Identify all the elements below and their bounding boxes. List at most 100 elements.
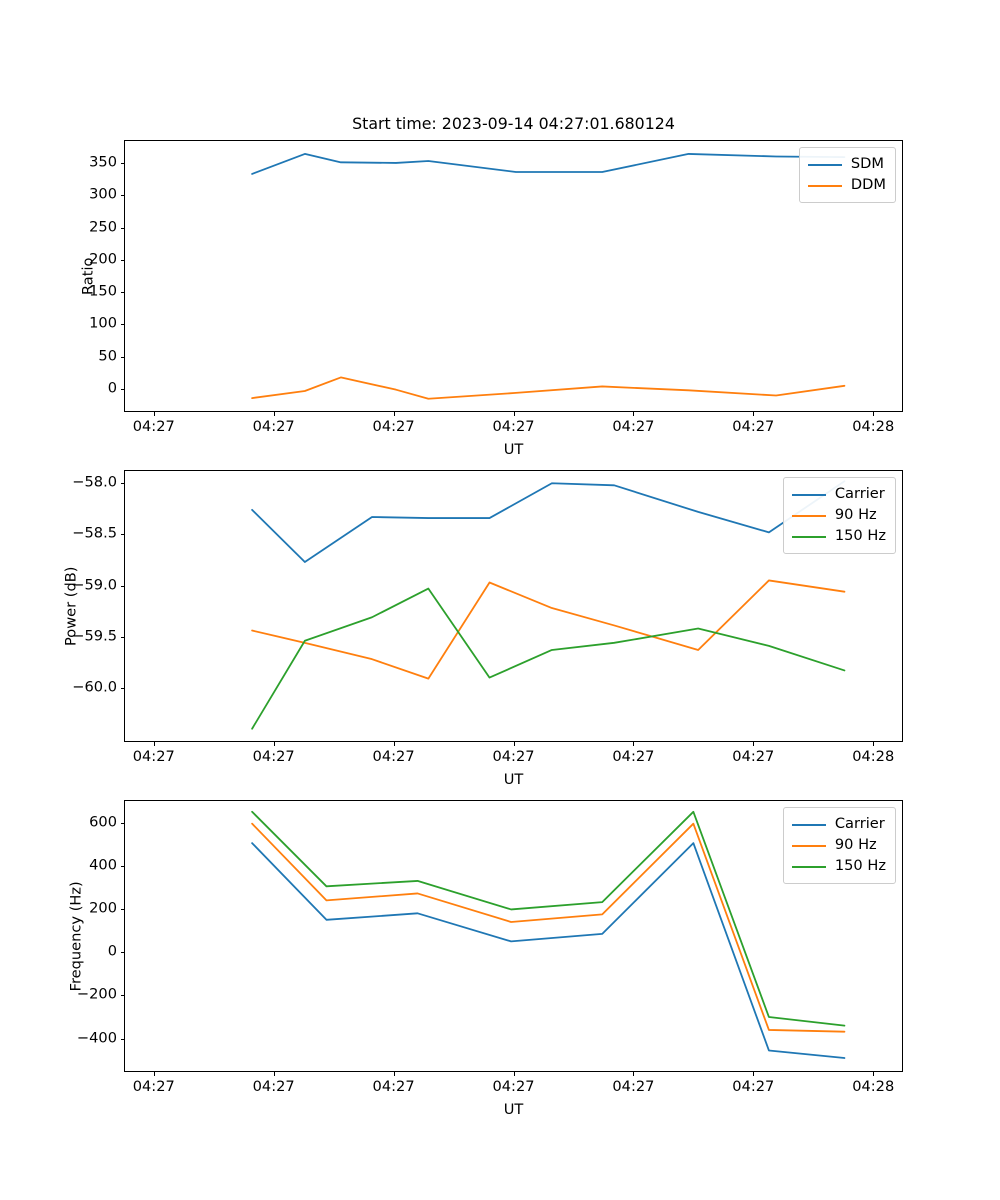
- y-tick-label: 600: [89, 813, 117, 831]
- x-tick-label: 04:27: [372, 1078, 415, 1095]
- x-axis-label-frequency: UT: [503, 1101, 524, 1118]
- y-tick-mark: [120, 356, 125, 358]
- x-tick-label: 04:27: [132, 1078, 175, 1095]
- y-tick-label: 100: [89, 315, 117, 333]
- x-tick-mark: [393, 741, 395, 746]
- y-tick-label: 400: [89, 856, 117, 874]
- y-tick-label: 0: [107, 379, 117, 397]
- y-tick-mark: [120, 259, 125, 261]
- y-tick-mark: [120, 389, 125, 391]
- y-tick-label: −59.0: [72, 576, 117, 594]
- legend-swatch-90hz: [791, 844, 826, 847]
- legend-item-150hz[interactable]: 150 Hz: [791, 856, 886, 877]
- x-tick-label: 04:27: [132, 748, 175, 765]
- axes-frequency: Frequency (Hz) UT Carrier 90 Hz 150 Hz −…: [67, 800, 903, 1117]
- y-tick-mark: [120, 483, 125, 485]
- y-tick-mark: [120, 227, 125, 229]
- plot-lines-ratio: [251, 153, 846, 400]
- data-line-ddm: [251, 376, 846, 400]
- legend-swatch-carrier: [791, 823, 826, 826]
- legend-label-150hz: 150 Hz: [834, 857, 886, 875]
- y-tick-label: 250: [89, 218, 117, 236]
- x-tick-label: 04:27: [252, 1078, 295, 1095]
- y-tick-mark: [120, 952, 125, 954]
- y-tick-mark: [120, 292, 125, 294]
- y-tick-label: −59.5: [72, 627, 117, 645]
- x-tick-mark: [153, 411, 155, 416]
- legend-item-ddm[interactable]: DDM: [807, 175, 886, 196]
- y-tick-mark: [120, 162, 125, 164]
- x-tick-mark: [513, 411, 515, 416]
- y-tick-mark: [120, 636, 125, 638]
- legend-swatch-90hz: [791, 514, 826, 517]
- legend-swatch-sdm: [807, 163, 842, 166]
- legend-ratio[interactable]: SDM DDM: [798, 147, 896, 203]
- data-line-sdm: [251, 153, 846, 175]
- legend-label-150hz: 150 Hz: [834, 527, 886, 545]
- y-tick-label: 50: [98, 347, 117, 365]
- legend-label-sdm: SDM: [850, 155, 885, 173]
- x-axis-label-power: UT: [503, 771, 524, 788]
- y-tick-mark: [120, 534, 125, 536]
- x-tick-label: 04:27: [612, 748, 655, 765]
- x-tick-mark: [753, 411, 755, 416]
- y-tick-label: 350: [89, 153, 117, 171]
- axes-power: Power (dB) UT Carrier 90 Hz 150 Hz −58.0…: [62, 470, 903, 787]
- legend-power[interactable]: Carrier 90 Hz 150 Hz: [782, 477, 896, 554]
- y-tick-label: −200: [76, 986, 117, 1004]
- legend-item-150hz[interactable]: 150 Hz: [791, 526, 886, 547]
- y-tick-mark: [120, 585, 125, 587]
- legend-item-90hz[interactable]: 90 Hz: [791, 505, 886, 526]
- x-tick-label: 04:27: [132, 418, 175, 435]
- y-tick-mark: [120, 195, 125, 197]
- plot-lines-power: [251, 480, 846, 730]
- legend-item-sdm[interactable]: SDM: [807, 154, 886, 175]
- x-tick-label: 04:27: [732, 1078, 775, 1095]
- x-tick-label: 04:28: [852, 748, 895, 765]
- x-tick-mark: [633, 1071, 635, 1076]
- x-tick-label: 04:27: [492, 418, 535, 435]
- x-tick-mark: [753, 741, 755, 746]
- legend-swatch-150hz: [791, 535, 826, 538]
- y-tick-mark: [120, 995, 125, 997]
- data-line-carrier: [251, 842, 846, 1059]
- y-axis-label-frequency: Frequency (Hz): [67, 880, 85, 991]
- y-tick-mark: [120, 909, 125, 910]
- x-tick-label: 04:27: [492, 748, 535, 765]
- legend-frequency[interactable]: Carrier 90 Hz 150 Hz: [782, 807, 896, 884]
- y-tick-label: −58.0: [72, 473, 117, 491]
- x-tick-label: 04:27: [372, 418, 415, 435]
- y-tick-label: 0: [107, 942, 117, 960]
- x-tick-mark: [273, 1071, 275, 1076]
- y-tick-mark: [120, 822, 125, 824]
- x-tick-mark: [273, 411, 275, 416]
- y-tick-label: 200: [89, 250, 117, 268]
- x-tick-label: 04:27: [492, 1078, 535, 1095]
- x-tick-mark: [513, 741, 515, 746]
- y-tick-label: −400: [76, 1029, 117, 1047]
- legend-item-carrier[interactable]: Carrier: [791, 484, 886, 505]
- x-tick-label: 04:27: [612, 1078, 655, 1095]
- legend-item-carrier[interactable]: Carrier: [791, 814, 886, 835]
- legend-item-90hz[interactable]: 90 Hz: [791, 835, 886, 856]
- data-line-150-hz: [251, 810, 846, 1027]
- x-tick-mark: [153, 1071, 155, 1076]
- data-line-90-hz: [251, 822, 846, 1033]
- x-tick-label: 04:28: [852, 418, 895, 435]
- x-tick-mark: [873, 1071, 875, 1076]
- x-tick-mark: [633, 411, 635, 416]
- figure-title: Start time: 2023-09-14 04:27:01.680124: [352, 114, 675, 134]
- x-tick-label: 04:27: [612, 418, 655, 435]
- legend-label-carrier: Carrier: [834, 815, 885, 833]
- x-tick-mark: [153, 741, 155, 746]
- legend-label-90hz: 90 Hz: [834, 836, 877, 854]
- data-line-150-hz: [251, 587, 846, 730]
- x-tick-mark: [513, 1071, 515, 1076]
- y-tick-label: 300: [89, 185, 117, 203]
- y-tick-mark: [120, 687, 125, 689]
- x-axis-label-ratio: UT: [503, 441, 524, 458]
- data-line-carrier: [251, 480, 846, 563]
- x-tick-mark: [873, 411, 875, 416]
- legend-swatch-150hz: [791, 865, 826, 868]
